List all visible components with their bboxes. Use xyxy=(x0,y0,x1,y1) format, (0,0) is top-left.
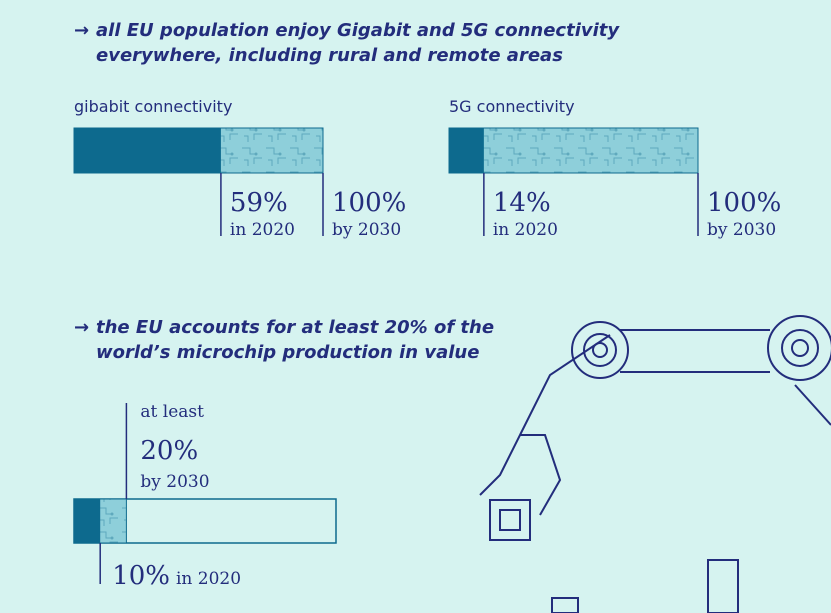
period-label: by 2030 xyxy=(140,472,209,492)
gauge-label: 5G connectivity xyxy=(449,97,575,116)
value-label: 20% xyxy=(140,436,198,466)
heading: world’s microchip production in value xyxy=(96,342,479,363)
heading: all EU population enjoy Gigabit and 5G c… xyxy=(96,20,620,41)
heading: the EU accounts for at least 20% of the xyxy=(96,317,494,338)
value-label: 14% xyxy=(493,188,551,218)
period-label: by 2030 xyxy=(332,220,401,240)
robot-arm xyxy=(479,315,831,613)
prefix-label: at least xyxy=(140,402,204,422)
value-label: 10% xyxy=(112,561,170,591)
value-label: 100% xyxy=(332,188,406,218)
period-label: in 2020 xyxy=(230,220,295,240)
heading: everywhere, including rural and remote a… xyxy=(96,45,563,66)
gauge-label: gibabit connectivity xyxy=(74,97,232,116)
value-label: 59% xyxy=(230,188,288,218)
arrow: → xyxy=(74,20,89,41)
period-label: in 2020 xyxy=(493,220,558,240)
arrow: → xyxy=(74,317,89,338)
current-bar xyxy=(74,499,101,543)
value-label: 100% xyxy=(707,188,781,218)
period-label: in 2020 xyxy=(176,569,241,589)
period-label: by 2030 xyxy=(707,220,776,240)
current-bar xyxy=(449,128,484,173)
target-bar xyxy=(448,127,699,174)
current-bar xyxy=(74,128,221,173)
